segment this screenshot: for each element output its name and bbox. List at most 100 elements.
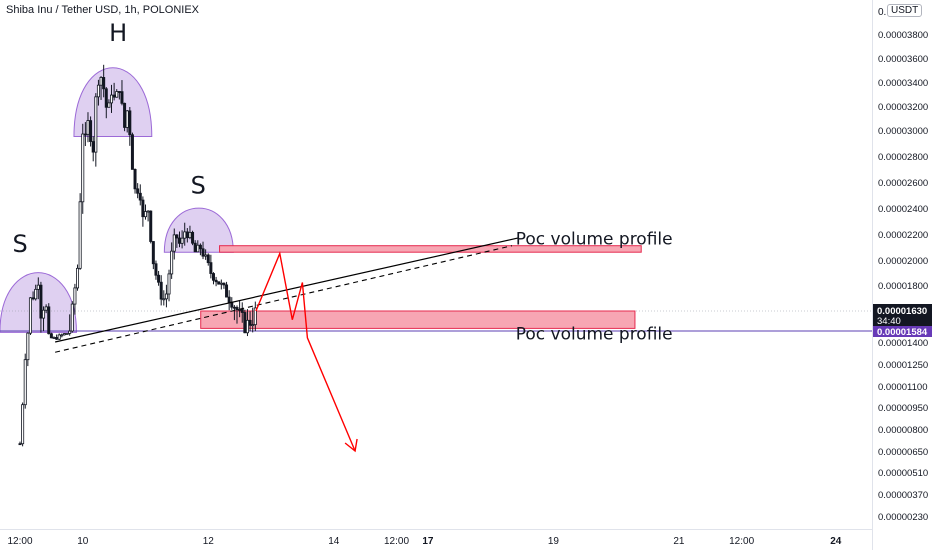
candle-body: [23, 359, 27, 406]
candle-body: [243, 312, 247, 334]
candle-body: [78, 201, 82, 269]
candle-body: [128, 110, 132, 136]
candle-body: [138, 192, 142, 201]
candle-body: [196, 244, 200, 253]
candle: [49, 332, 53, 339]
candle: [102, 64, 106, 98]
candle: [230, 297, 234, 310]
candle: [60, 333, 64, 338]
candle-body: [217, 281, 221, 285]
candle: [154, 260, 158, 280]
candle: [31, 291, 35, 301]
candle-body: [39, 284, 43, 319]
trend-lines: [55, 237, 519, 353]
candle-body: [21, 404, 25, 445]
candle: [243, 309, 247, 334]
candle: [209, 254, 213, 279]
left-shoulder-dome: [0, 272, 77, 333]
candle: [138, 184, 142, 206]
candle-body: [251, 324, 255, 327]
candle-body: [57, 334, 61, 340]
candle: [81, 123, 85, 214]
candle-body: [70, 303, 74, 332]
candle-body: [96, 84, 100, 98]
candle-body: [222, 282, 226, 286]
candle-body: [204, 254, 208, 257]
candle: [47, 303, 51, 335]
candle-body: [175, 234, 179, 239]
candle: [117, 91, 121, 100]
candle-body: [42, 309, 46, 319]
candle: [99, 76, 103, 100]
candle-body: [62, 333, 66, 336]
candle-body: [86, 120, 90, 135]
candle-body: [188, 231, 192, 239]
candle-body: [133, 169, 137, 190]
candle-body: [110, 94, 114, 104]
candle: [28, 297, 32, 335]
candle-body: [177, 237, 181, 244]
candle-body: [170, 250, 174, 275]
candle-body: [191, 231, 195, 244]
candle: [188, 225, 192, 240]
candle-body: [245, 319, 249, 334]
candle-body: [99, 77, 103, 86]
candle: [55, 334, 59, 341]
candle-body: [26, 332, 30, 361]
candle-body: [52, 337, 56, 339]
candle-body: [112, 94, 116, 98]
candle-body: [36, 284, 40, 290]
currency-selector[interactable]: USDT: [887, 4, 923, 17]
candle: [83, 122, 87, 147]
candle-body: [235, 307, 239, 311]
candle: [180, 230, 184, 249]
candle: [73, 283, 77, 315]
candle-body: [141, 199, 145, 218]
candle: [36, 277, 40, 300]
candle: [201, 241, 205, 260]
candle: [183, 222, 187, 246]
poc-label-lower: Poc volume profile: [516, 325, 673, 345]
candle: [57, 333, 61, 341]
candle: [86, 112, 90, 143]
candlestick-series: [18, 64, 257, 447]
candle: [159, 275, 163, 306]
candle: [151, 241, 155, 270]
candle-body: [18, 443, 22, 446]
candle: [128, 107, 132, 146]
candle-body: [151, 241, 155, 265]
time-axis[interactable]: [0, 529, 872, 551]
candle: [196, 240, 200, 253]
candle: [253, 301, 257, 332]
candle: [23, 353, 27, 409]
price-axis[interactable]: [872, 0, 932, 550]
candle-body: [117, 91, 121, 93]
candle: [76, 264, 80, 291]
candle-body: [227, 296, 231, 303]
candle-body: [68, 330, 72, 334]
candle-body: [44, 306, 48, 311]
candle: [219, 279, 223, 290]
candle: [65, 333, 69, 335]
candle: [185, 228, 189, 243]
candle: [143, 204, 147, 220]
candle: [110, 84, 114, 113]
candle-body: [34, 288, 38, 300]
candle: [42, 306, 46, 332]
candle: [115, 89, 119, 98]
candle: [222, 282, 226, 289]
candle-body: [81, 133, 85, 203]
candle: [206, 253, 210, 266]
candle-body: [123, 102, 127, 128]
chart-title: Shiba Inu / Tether USD, 1h, POLONIEX: [6, 4, 200, 16]
candle: [133, 168, 137, 194]
candle-body: [60, 334, 64, 337]
pattern-domes: [0, 67, 872, 333]
pattern-labels: S H S Poc volume profile Poc volume profile: [12, 19, 672, 344]
left-shoulder-label: S: [12, 230, 27, 258]
projection-arrowhead: [344, 438, 358, 453]
candle: [107, 99, 111, 108]
candle: [123, 102, 127, 132]
candle-body: [154, 263, 158, 276]
